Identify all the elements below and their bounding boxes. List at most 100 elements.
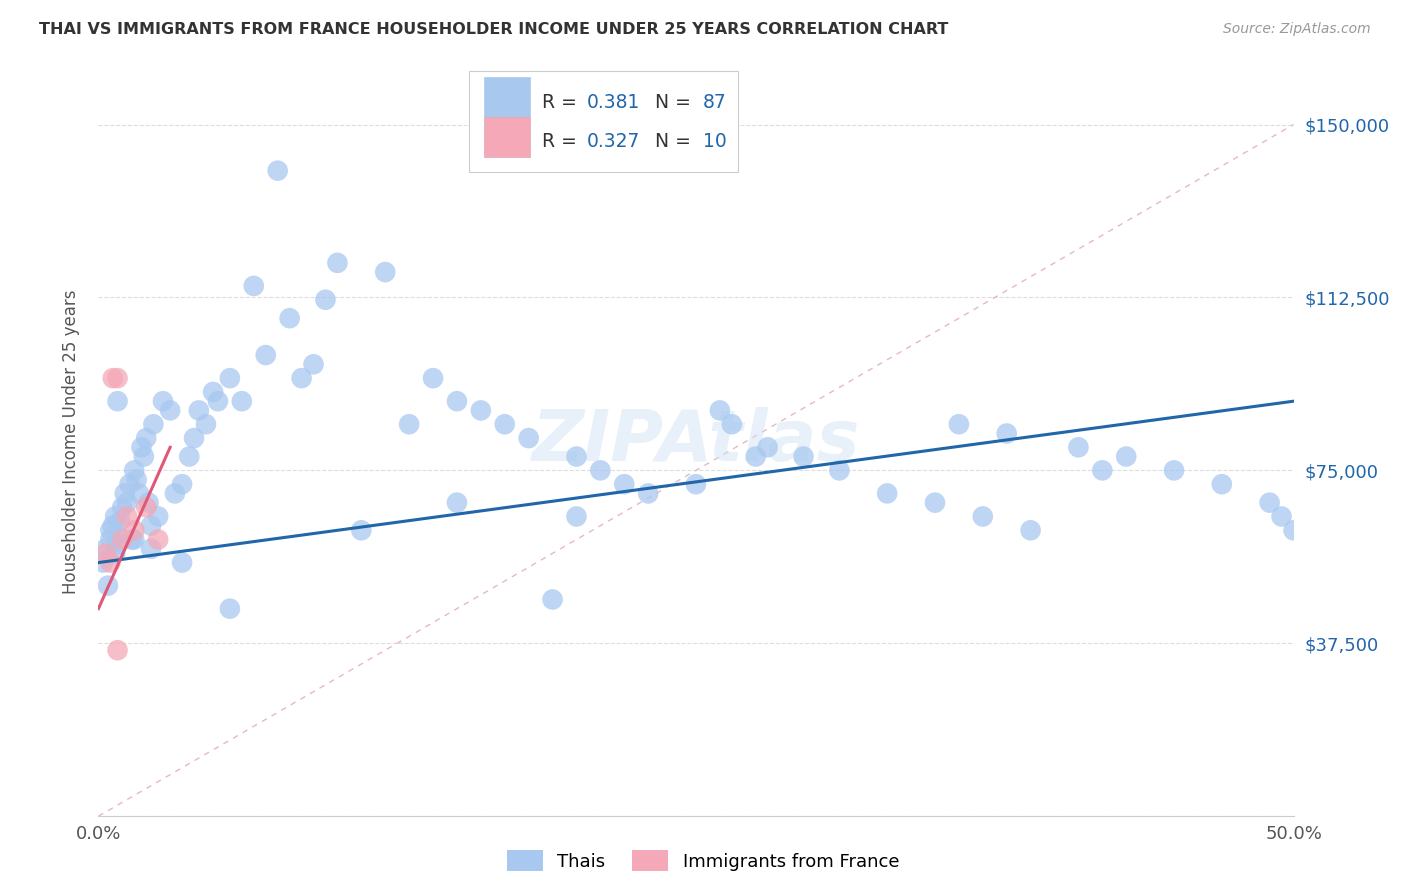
FancyBboxPatch shape: [485, 117, 530, 157]
Point: [94, 541, 117, 556]
Point: [98, 524, 122, 538]
Point: [152, 394, 174, 409]
Point: [745, 450, 768, 464]
Text: 0.381: 0.381: [588, 93, 641, 112]
Point: [94, 546, 117, 560]
Point: [793, 450, 815, 464]
Point: [111, 533, 134, 547]
Point: [1258, 495, 1281, 509]
Point: [115, 509, 138, 524]
Point: [278, 311, 301, 326]
Point: [565, 509, 588, 524]
Point: [948, 417, 970, 432]
Point: [163, 486, 186, 500]
Point: [148, 509, 170, 524]
Legend: Thais, Immigrants from France: Thais, Immigrants from France: [499, 843, 907, 879]
Point: [470, 403, 492, 417]
Point: [1067, 440, 1090, 454]
Point: [756, 440, 779, 454]
Point: [315, 293, 337, 307]
Point: [541, 592, 564, 607]
Point: [326, 256, 349, 270]
Point: [159, 403, 181, 417]
Point: [291, 371, 314, 385]
Point: [637, 486, 659, 500]
Text: R =: R =: [541, 132, 582, 152]
Point: [135, 500, 157, 515]
Point: [124, 533, 146, 547]
Point: [118, 477, 141, 491]
FancyBboxPatch shape: [485, 78, 530, 117]
Point: [1019, 524, 1042, 538]
Point: [101, 518, 124, 533]
Text: 10: 10: [703, 132, 727, 152]
Point: [350, 524, 373, 538]
Point: [172, 477, 194, 491]
Point: [97, 579, 120, 593]
Text: N =: N =: [644, 93, 697, 112]
Point: [107, 528, 129, 542]
Point: [589, 463, 612, 477]
Text: 87: 87: [703, 93, 727, 112]
Point: [302, 357, 325, 371]
Point: [494, 417, 516, 432]
Point: [139, 541, 162, 556]
Point: [202, 384, 225, 399]
Point: [972, 509, 994, 524]
Point: [138, 495, 160, 509]
Point: [148, 533, 170, 547]
Point: [876, 486, 898, 500]
Point: [613, 477, 636, 491]
Point: [685, 477, 707, 491]
Point: [243, 279, 266, 293]
Point: [139, 518, 162, 533]
Point: [254, 348, 277, 362]
Point: [183, 431, 205, 445]
Point: [114, 486, 136, 500]
Point: [267, 163, 290, 178]
Point: [172, 556, 194, 570]
Point: [104, 509, 127, 524]
Point: [187, 403, 209, 417]
Point: [1271, 509, 1294, 524]
Point: [422, 371, 444, 385]
Point: [1282, 524, 1305, 538]
Point: [135, 431, 157, 445]
Point: [142, 417, 165, 432]
Point: [374, 265, 396, 279]
Point: [107, 371, 129, 385]
FancyBboxPatch shape: [470, 70, 738, 172]
Text: THAI VS IMMIGRANTS FROM FRANCE HOUSEHOLDER INCOME UNDER 25 YEARS CORRELATION CHA: THAI VS IMMIGRANTS FROM FRANCE HOUSEHOLD…: [39, 22, 949, 37]
Point: [124, 463, 146, 477]
Point: [924, 495, 946, 509]
Point: [124, 524, 146, 538]
Point: [1115, 450, 1137, 464]
Text: N =: N =: [644, 132, 697, 152]
Point: [98, 533, 122, 547]
Text: ZIPAtlas: ZIPAtlas: [531, 407, 860, 476]
Point: [207, 394, 229, 409]
Point: [107, 394, 129, 409]
Point: [446, 394, 468, 409]
Text: R =: R =: [541, 93, 582, 112]
Point: [132, 450, 155, 464]
Text: 0.327: 0.327: [588, 132, 641, 152]
Point: [179, 450, 201, 464]
Point: [98, 556, 122, 570]
Point: [1091, 463, 1114, 477]
Point: [721, 417, 744, 432]
Point: [111, 500, 134, 515]
Point: [446, 495, 468, 509]
Point: [828, 463, 851, 477]
Point: [219, 601, 242, 615]
Point: [195, 417, 218, 432]
Text: Source: ZipAtlas.com: Source: ZipAtlas.com: [1223, 22, 1371, 37]
Point: [398, 417, 420, 432]
Point: [108, 514, 131, 528]
Point: [1211, 477, 1233, 491]
Point: [125, 473, 148, 487]
Point: [128, 486, 150, 500]
Point: [131, 440, 153, 454]
Point: [107, 643, 129, 657]
Point: [101, 371, 124, 385]
